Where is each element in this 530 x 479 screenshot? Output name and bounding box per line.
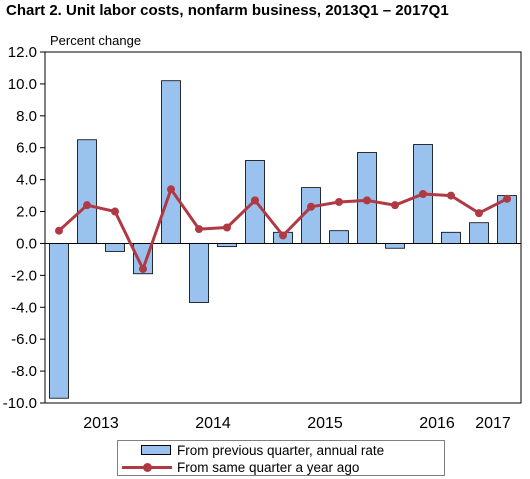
chart-title: Chart 2. Unit labor costs, nonfarm busin… [6, 2, 449, 19]
x-year-label: 2016 [419, 415, 455, 432]
y-tick-label: -2.0 [11, 267, 37, 284]
line-point [307, 202, 315, 211]
y-tick-label: 4.0 [16, 172, 37, 189]
legend-bar-swatch [141, 445, 171, 455]
bar [77, 139, 97, 244]
x-year-label: 2013 [83, 415, 119, 432]
y-tick-label: -10.0 [3, 395, 37, 412]
bar [189, 243, 209, 303]
legend: From previous quarter, annual rate From … [117, 440, 445, 476]
bar [105, 243, 125, 252]
plot-frame [44, 51, 522, 404]
line-point [83, 201, 91, 210]
bar [329, 230, 349, 244]
line-point [391, 201, 399, 210]
legend-line-label: From same quarter a year ago [177, 459, 360, 475]
y-tick-label: 10.0 [8, 76, 37, 93]
bar [385, 243, 405, 249]
line-point [223, 223, 231, 232]
y-tick-label: 6.0 [16, 140, 37, 157]
bar [441, 231, 461, 244]
legend-item-line: From same quarter a year ago [118, 459, 359, 475]
legend-bar-label: From previous quarter, annual rate [177, 442, 385, 458]
x-year-label: 2015 [307, 415, 343, 432]
line-point [55, 226, 63, 235]
y-axis-label: Percent change [50, 33, 142, 48]
line-point [503, 194, 511, 203]
line-point [111, 207, 119, 216]
line-point [475, 209, 483, 218]
y-tick-label: 12.0 [8, 44, 37, 61]
x-year-label: 2017 [475, 415, 511, 432]
bar [49, 243, 69, 399]
line-point [167, 185, 175, 194]
y-tick-label: -6.0 [11, 331, 37, 348]
line-point [447, 191, 455, 200]
y-tick-label: -4.0 [11, 299, 37, 316]
x-year-label: 2014 [195, 415, 231, 432]
legend-line-swatch [122, 461, 172, 473]
bar [161, 80, 181, 244]
line-point [419, 189, 427, 198]
line-point [335, 197, 343, 206]
line-point [251, 196, 259, 205]
line-series [57, 187, 508, 271]
legend-item-bars: From previous quarter, annual rate [118, 442, 384, 458]
line-point [139, 264, 147, 273]
y-tick-label: 2.0 [16, 204, 37, 221]
line-point [279, 231, 287, 240]
y-tick-label: -8.0 [11, 363, 37, 380]
line-point [363, 196, 371, 205]
line-point [195, 225, 203, 234]
y-tick-label: 8.0 [16, 108, 37, 125]
y-tick-label: 0.0 [16, 235, 37, 252]
bar [469, 222, 489, 244]
